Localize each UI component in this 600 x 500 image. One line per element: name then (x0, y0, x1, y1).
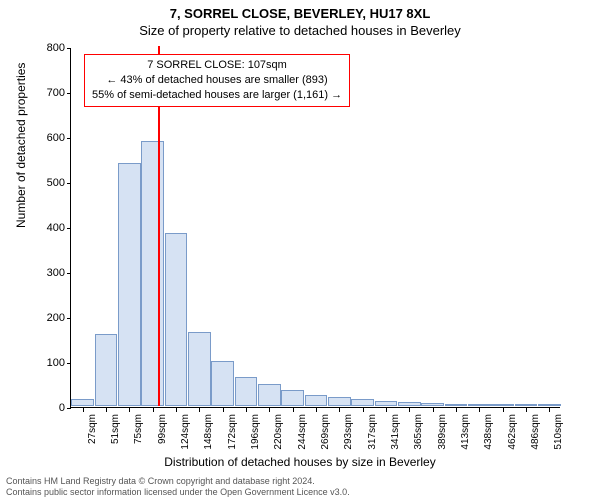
histogram-bar (515, 404, 538, 406)
histogram-bar (235, 377, 258, 406)
histogram-bar (211, 361, 234, 406)
y-tick-label: 0 (31, 402, 65, 414)
x-tick-label: 269sqm (320, 414, 331, 454)
x-tick-label: 172sqm (227, 414, 238, 454)
x-tick-mark (503, 408, 504, 412)
annotation-line-1: 7 SORREL CLOSE: 107sqm (92, 58, 342, 73)
x-tick-mark (363, 408, 364, 412)
x-tick-mark (549, 408, 550, 412)
x-tick-mark (293, 408, 294, 412)
y-tick-mark (67, 48, 71, 49)
y-tick-label: 100 (31, 357, 65, 369)
histogram-bar (445, 404, 468, 406)
x-tick-mark (129, 408, 130, 412)
histogram-bar (398, 402, 421, 406)
x-tick-mark (246, 408, 247, 412)
y-tick-mark (67, 183, 71, 184)
histogram-bar (328, 397, 351, 406)
annotation-box: 7 SORREL CLOSE: 107sqm← 43% of detached … (84, 54, 350, 107)
x-tick-label: 341sqm (390, 414, 401, 454)
x-tick-mark (433, 408, 434, 412)
y-tick-mark (67, 273, 71, 274)
x-tick-mark (456, 408, 457, 412)
histogram-bar (258, 384, 281, 407)
histogram-bar (188, 332, 211, 406)
chart-area: 010020030040050060070080027sqm51sqm75sqm… (70, 48, 560, 408)
address-title: 7, SORREL CLOSE, BEVERLEY, HU17 8XL (0, 0, 600, 21)
histogram-bar (375, 401, 398, 406)
x-tick-label: 75sqm (133, 414, 144, 454)
y-tick-label: 500 (31, 177, 65, 189)
y-tick-mark (67, 228, 71, 229)
histogram-bar (95, 334, 118, 406)
histogram-bar (491, 404, 514, 406)
x-tick-label: 124sqm (180, 414, 191, 454)
histogram-bar (71, 399, 94, 406)
x-tick-label: 220sqm (273, 414, 284, 454)
x-tick-mark (316, 408, 317, 412)
x-tick-label: 27sqm (87, 414, 98, 454)
x-tick-mark (409, 408, 410, 412)
x-tick-label: 196sqm (250, 414, 261, 454)
x-tick-mark (479, 408, 480, 412)
x-tick-label: 244sqm (297, 414, 308, 454)
histogram-bar (165, 233, 188, 406)
x-tick-mark (106, 408, 107, 412)
x-tick-label: 365sqm (413, 414, 424, 454)
annotation-line-3: 55% of semi-detached houses are larger (… (92, 88, 342, 103)
x-tick-mark (83, 408, 84, 412)
histogram-bar (305, 395, 328, 406)
x-tick-mark (176, 408, 177, 412)
x-tick-mark (223, 408, 224, 412)
x-tick-label: 438sqm (483, 414, 494, 454)
x-tick-mark (386, 408, 387, 412)
y-tick-label: 600 (31, 132, 65, 144)
x-tick-label: 413sqm (460, 414, 471, 454)
histogram-bar (421, 403, 444, 406)
x-tick-label: 317sqm (367, 414, 378, 454)
y-tick-label: 700 (31, 87, 65, 99)
y-tick-mark (67, 363, 71, 364)
chart-subtitle: Size of property relative to detached ho… (0, 21, 600, 38)
y-tick-mark (67, 93, 71, 94)
y-tick-mark (67, 138, 71, 139)
x-tick-label: 51sqm (110, 414, 121, 454)
histogram-bar (141, 141, 164, 407)
y-tick-mark (67, 318, 71, 319)
x-tick-label: 99sqm (157, 414, 168, 454)
x-tick-mark (199, 408, 200, 412)
x-tick-label: 486sqm (530, 414, 541, 454)
histogram-bar (281, 390, 304, 406)
x-tick-mark (269, 408, 270, 412)
x-tick-label: 293sqm (343, 414, 354, 454)
footer-attribution: Contains HM Land Registry data © Crown c… (6, 476, 350, 498)
x-tick-label: 148sqm (203, 414, 214, 454)
histogram-bar (118, 163, 141, 406)
histogram-bar (538, 404, 561, 406)
x-tick-mark (153, 408, 154, 412)
x-tick-label: 462sqm (507, 414, 518, 454)
x-tick-label: 510sqm (553, 414, 564, 454)
y-tick-label: 800 (31, 42, 65, 54)
y-tick-mark (67, 408, 71, 409)
footer-line-2: Contains public sector information licen… (6, 487, 350, 498)
y-tick-label: 200 (31, 312, 65, 324)
x-tick-mark (339, 408, 340, 412)
x-tick-mark (526, 408, 527, 412)
y-tick-label: 300 (31, 267, 65, 279)
histogram-bar (468, 404, 491, 406)
x-tick-label: 389sqm (437, 414, 448, 454)
plot-region: 010020030040050060070080027sqm51sqm75sqm… (70, 48, 560, 408)
annotation-line-2: ← 43% of detached houses are smaller (89… (92, 73, 342, 88)
footer-line-1: Contains HM Land Registry data © Crown c… (6, 476, 350, 487)
y-axis-label: Number of detached properties (14, 63, 28, 228)
histogram-bar (351, 399, 374, 406)
y-tick-label: 400 (31, 222, 65, 234)
x-axis-label: Distribution of detached houses by size … (0, 455, 600, 469)
